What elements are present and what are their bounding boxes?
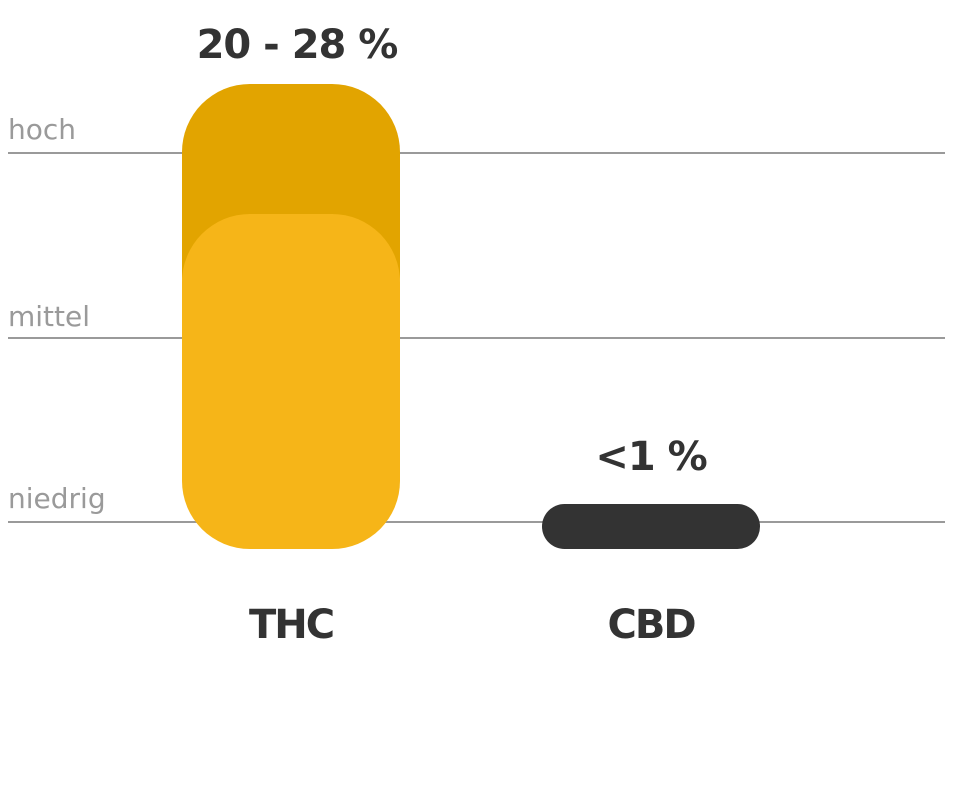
level-label: hoch <box>8 113 76 146</box>
bar-name: CBD <box>607 602 695 648</box>
level-label: niedrig <box>8 482 106 515</box>
bar-name: THC <box>249 602 333 648</box>
level-label: mittel <box>8 300 90 333</box>
value-label: <1 % <box>595 434 706 480</box>
cbd-bar <box>542 504 760 549</box>
thc-bar <box>182 214 400 549</box>
value-label: 20 - 28 % <box>197 22 398 68</box>
